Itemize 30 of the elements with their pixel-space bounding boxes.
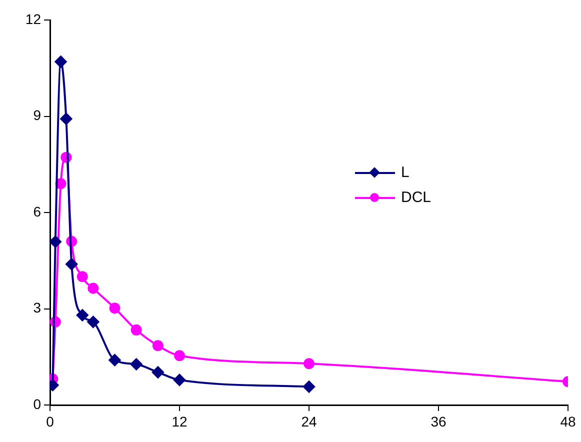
point — [66, 258, 78, 270]
point — [174, 374, 186, 386]
point — [76, 271, 88, 282]
x-tick-label: 12 — [172, 413, 188, 430]
point — [76, 309, 88, 322]
x-tick-label: 48 — [560, 413, 576, 430]
x-tick-label: 24 — [301, 413, 317, 430]
y-tick-label: 0 — [33, 396, 42, 412]
point — [152, 340, 164, 352]
legend-label: DCL — [401, 189, 432, 206]
point — [303, 380, 315, 393]
point — [50, 236, 62, 248]
x-tick-label: 36 — [430, 413, 446, 430]
point — [60, 112, 72, 125]
point — [304, 358, 314, 370]
point — [152, 366, 164, 378]
point — [130, 324, 142, 336]
y-tick-label: 12 — [25, 10, 42, 27]
y-tick-label: 3 — [33, 300, 42, 316]
point — [87, 316, 100, 328]
point — [174, 350, 185, 362]
y-tick-label: 9 — [33, 107, 42, 124]
x-tick-label: 0 — [46, 413, 54, 430]
y-tick-label: 6 — [33, 203, 42, 220]
point — [109, 302, 120, 314]
point — [88, 282, 99, 294]
point — [54, 56, 67, 68]
legend-label: L — [401, 164, 410, 181]
point — [130, 358, 142, 370]
point — [108, 354, 121, 366]
